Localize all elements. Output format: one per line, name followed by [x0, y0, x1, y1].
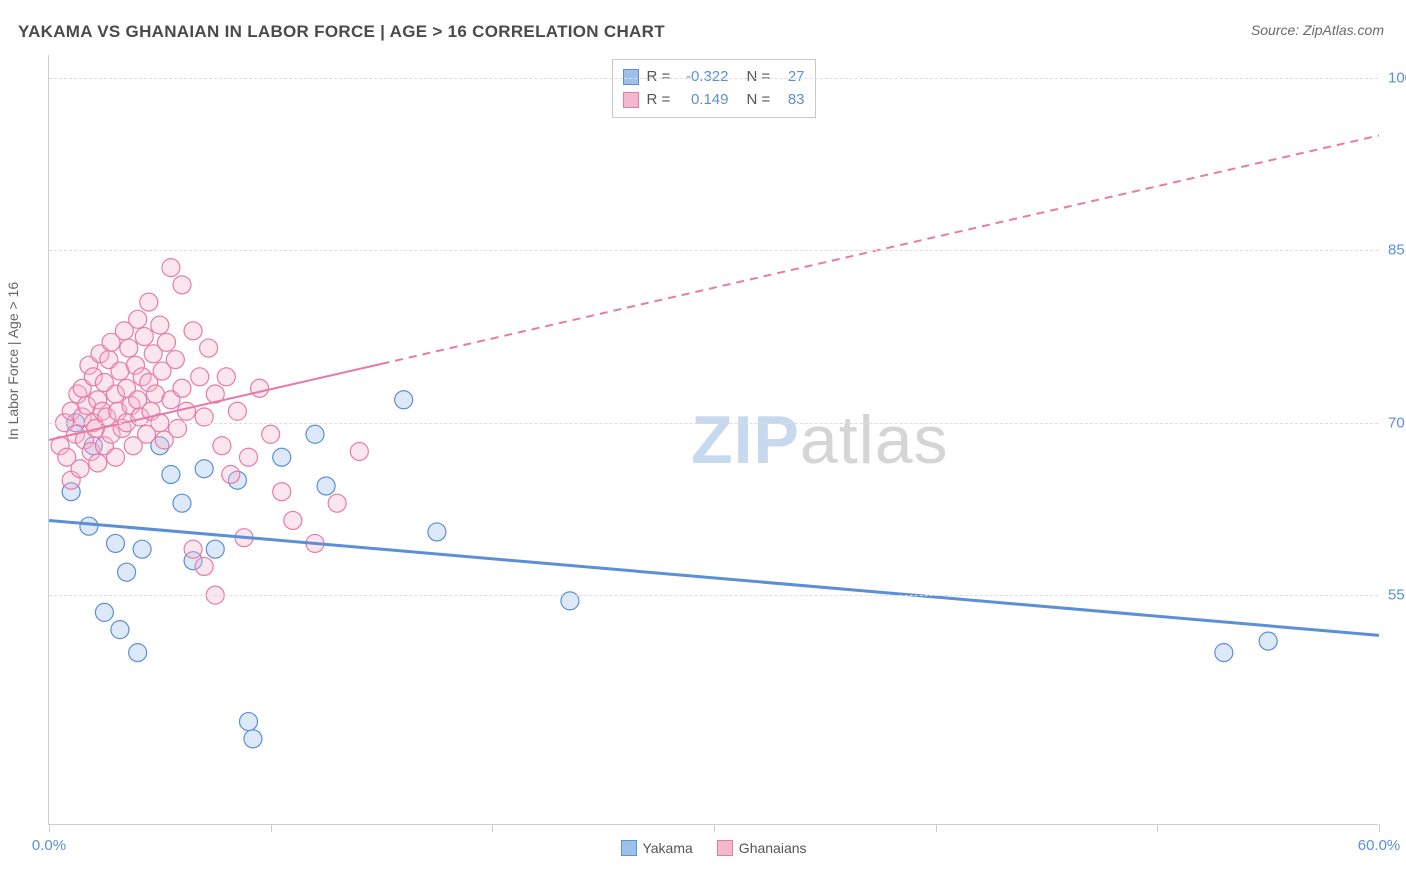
legend-swatch: [717, 840, 733, 856]
scatter-point: [129, 644, 147, 662]
chart-container: YAKAMA VS GHANAIAN IN LABOR FORCE | AGE …: [0, 0, 1406, 892]
legend-n-value: 83: [781, 89, 805, 112]
xtick: [49, 824, 50, 832]
scatter-point: [328, 494, 346, 512]
scatter-point: [95, 603, 113, 621]
scatter-point: [118, 563, 136, 581]
scatter-point: [157, 333, 175, 351]
legend-swatch: [623, 92, 639, 108]
legend-correlation: R =-0.322N =27R =0.149N =83: [612, 59, 816, 118]
scatter-point: [228, 402, 246, 420]
gridline-h: [49, 78, 1378, 79]
scatter-point: [129, 310, 147, 328]
scatter-point: [317, 477, 335, 495]
scatter-point: [177, 402, 195, 420]
gridline-h: [49, 423, 1378, 424]
legend-swatch: [620, 840, 636, 856]
scatter-point: [80, 517, 98, 535]
scatter-point: [222, 465, 240, 483]
plot-area: ZIPatlas R =-0.322N =27R =0.149N =83 Yak…: [48, 55, 1378, 825]
legend-series-label: Yakama: [642, 840, 692, 856]
scatter-point: [140, 293, 158, 311]
scatter-point: [162, 259, 180, 277]
ytick-label: 70.0%: [1388, 414, 1406, 431]
scatter-point: [166, 351, 184, 369]
legend-r-label: R =: [647, 89, 673, 112]
legend-corr-row: R = 0.149 N = 83: [623, 89, 805, 112]
xtick-label: 60.0%: [1358, 837, 1401, 854]
ytick-label: 100.0%: [1388, 69, 1406, 86]
scatter-point: [111, 621, 129, 639]
scatter-point: [240, 448, 258, 466]
scatter-point: [262, 425, 280, 443]
scatter-point: [107, 534, 125, 552]
scatter-point: [206, 540, 224, 558]
xtick: [1157, 824, 1158, 832]
scatter-point: [240, 713, 258, 731]
gridline-h: [49, 250, 1378, 251]
source-attribution: Source: ZipAtlas.com: [1251, 22, 1384, 38]
scatter-point: [284, 511, 302, 529]
scatter-point: [133, 540, 151, 558]
scatter-point: [200, 339, 218, 357]
plot-svg: [49, 55, 1378, 824]
xtick: [714, 824, 715, 832]
scatter-point: [89, 454, 107, 472]
scatter-point: [184, 540, 202, 558]
chart-title: YAKAMA VS GHANAIAN IN LABOR FORCE | AGE …: [18, 22, 665, 42]
xtick: [492, 824, 493, 832]
scatter-point: [395, 391, 413, 409]
scatter-point: [251, 379, 269, 397]
scatter-point: [1215, 644, 1233, 662]
y-axis-label: In Labor Force | Age > 16: [5, 282, 21, 440]
scatter-point: [217, 368, 235, 386]
scatter-point: [428, 523, 446, 541]
xtick-label: 0.0%: [32, 837, 66, 854]
scatter-point: [71, 460, 89, 478]
scatter-point: [273, 448, 291, 466]
scatter-point: [350, 442, 368, 460]
scatter-point: [213, 437, 231, 455]
legend-n-label: N =: [747, 89, 773, 112]
scatter-point: [191, 368, 209, 386]
gridline-h: [49, 595, 1378, 596]
xtick: [1379, 824, 1380, 832]
ytick-label: 55.0%: [1388, 587, 1406, 604]
legend-series-label: Ghanaians: [739, 840, 807, 856]
legend-series-item: Ghanaians: [717, 840, 807, 856]
scatter-point: [107, 448, 125, 466]
scatter-point: [306, 425, 324, 443]
xtick: [936, 824, 937, 832]
scatter-point: [151, 316, 169, 334]
legend-r-value: 0.149: [681, 89, 729, 112]
xtick: [271, 824, 272, 832]
scatter-point: [1259, 632, 1277, 650]
legend-series: Yakama Ghanaians: [620, 840, 806, 856]
scatter-point: [244, 730, 262, 748]
scatter-point: [173, 494, 191, 512]
ytick-label: 85.0%: [1388, 242, 1406, 259]
scatter-point: [173, 379, 191, 397]
scatter-point: [195, 557, 213, 575]
trendline: [49, 520, 1379, 635]
scatter-point: [195, 460, 213, 478]
scatter-point: [162, 465, 180, 483]
scatter-point: [173, 276, 191, 294]
scatter-point: [120, 339, 138, 357]
scatter-point: [184, 322, 202, 340]
scatter-point: [135, 328, 153, 346]
legend-series-item: Yakama: [620, 840, 692, 856]
scatter-point: [273, 483, 291, 501]
